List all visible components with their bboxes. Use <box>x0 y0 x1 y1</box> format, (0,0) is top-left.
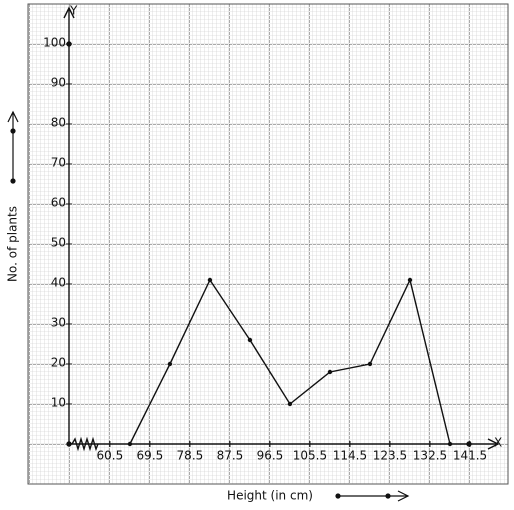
data-point <box>127 441 133 447</box>
y-tick-label: 70 <box>51 156 66 170</box>
y-tick-label: 20 <box>51 356 66 370</box>
x-tick-label: 87.5 <box>217 449 244 463</box>
data-point <box>407 277 413 283</box>
y-tick-label: 30 <box>51 316 66 330</box>
x-tick-label: 123.5 <box>373 449 407 463</box>
y-tick-label: 50 <box>51 236 66 250</box>
x-tick-label: 69.5 <box>137 449 164 463</box>
graph-paper <box>27 3 509 485</box>
y-axis-name: Y <box>69 4 78 18</box>
y-tick-label: 10 <box>51 396 66 410</box>
data-point <box>247 337 253 343</box>
y-tick-label: 40 <box>51 276 66 290</box>
y-tick-label: 80 <box>51 116 66 130</box>
x-tick-label: 105.5 <box>293 449 327 463</box>
data-point <box>367 361 373 367</box>
data-point <box>287 401 293 407</box>
x-tick-label: 141.5 <box>453 449 487 463</box>
y-tick-label: 60 <box>51 196 66 210</box>
x-tick-label: 78.5 <box>177 449 204 463</box>
x-tick-label: 132.5 <box>413 449 447 463</box>
x-tick-label: 60.5 <box>97 449 124 463</box>
data-point <box>167 361 173 367</box>
x-tick-label: 114.5 <box>333 449 367 463</box>
data-point <box>327 369 333 375</box>
x-axis-label: Height (in cm) <box>227 489 313 503</box>
x-axis-name: X <box>494 436 502 450</box>
y-tick-label: 100 <box>43 36 66 50</box>
data-point <box>207 277 213 283</box>
data-point <box>447 441 453 447</box>
y-axis-label: No. of plants <box>6 206 20 282</box>
x-tick-label: 96.5 <box>257 449 284 463</box>
y-tick-label: 90 <box>51 76 66 90</box>
decor-arrows <box>7 110 410 502</box>
